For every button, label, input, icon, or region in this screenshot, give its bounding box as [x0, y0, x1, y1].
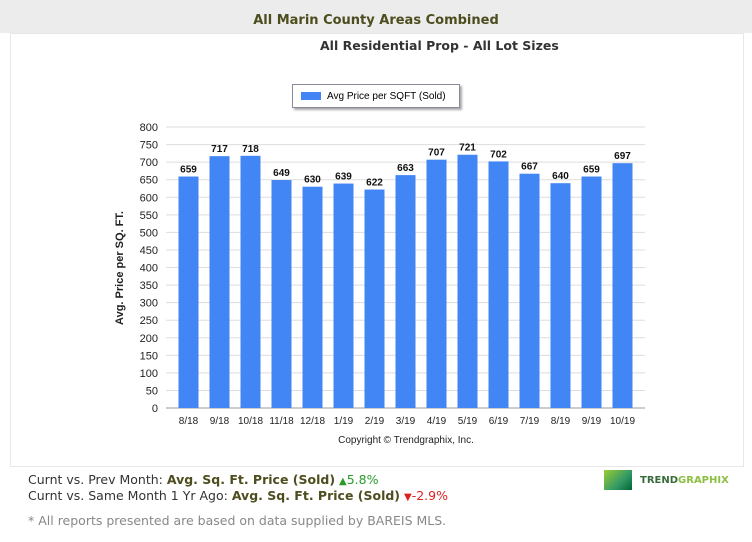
header-band — [0, 0, 752, 33]
y-tick-label: 150 — [140, 350, 158, 362]
bar — [612, 163, 633, 408]
stat-label: Curnt vs. Prev Month: — [28, 472, 163, 487]
y-tick-label: 300 — [140, 298, 158, 310]
bar — [240, 155, 261, 408]
data-label: 659 — [583, 165, 600, 176]
x-tick-label: 8/18 — [179, 416, 199, 427]
data-label: 649 — [273, 168, 290, 179]
down-arrow-icon: ▼ — [404, 492, 412, 503]
data-label: 721 — [459, 143, 476, 154]
data-label: 639 — [335, 172, 352, 183]
stat-value: -2.9% — [411, 488, 448, 503]
y-tick-label: 550 — [140, 210, 158, 222]
bar — [209, 156, 230, 408]
data-label: 640 — [552, 171, 569, 182]
stat-value: 5.8% — [346, 472, 379, 487]
y-tick-label: 0 — [152, 403, 158, 415]
stat-metric: Avg. Sq. Ft. Price (Sold) — [166, 472, 336, 487]
legend-swatch — [301, 92, 321, 100]
bar — [426, 159, 447, 408]
stat-row-prev-month: Curnt vs. Prev Month: Avg. Sq. Ft. Price… — [28, 472, 379, 487]
data-label: 697 — [614, 151, 631, 162]
bar — [581, 176, 602, 408]
x-tick-label: 9/19 — [582, 416, 602, 427]
bar — [395, 175, 416, 408]
stat-metric: Avg. Sq. Ft. Price (Sold) — [231, 488, 401, 503]
trendgraphix-logo: TREND GRAPHIX — [604, 470, 729, 490]
x-tick-label: 3/19 — [396, 416, 416, 427]
logo-chart-icon — [604, 470, 632, 490]
data-label: 702 — [490, 149, 507, 160]
y-tick-label: 600 — [140, 192, 158, 204]
y-tick-label: 700 — [140, 157, 158, 169]
page-title: All Marin County Areas Combined — [253, 13, 499, 28]
legend-label: Avg Price per SQFT (Sold) — [327, 90, 446, 102]
data-label: 622 — [366, 178, 383, 189]
y-tick-label: 750 — [140, 140, 158, 152]
bar — [178, 176, 199, 408]
data-label: 717 — [211, 144, 228, 155]
bar — [488, 161, 509, 408]
data-label: 630 — [304, 175, 321, 186]
data-label: 718 — [242, 144, 259, 155]
x-tick-label: 2/19 — [365, 416, 385, 427]
bar — [519, 173, 540, 408]
y-tick-label: 100 — [140, 368, 158, 380]
bar — [271, 180, 292, 408]
x-tick-label: 6/19 — [489, 416, 509, 427]
footnote: * All reports presented are based on dat… — [28, 513, 447, 528]
x-tick-label: 7/19 — [520, 416, 540, 427]
stat-row-year-ago: Curnt vs. Same Month 1 Yr Ago: Avg. Sq. … — [28, 488, 448, 503]
chart-credit: Copyright © Trendgraphix, Inc. — [338, 435, 474, 446]
x-tick-label: 1/19 — [334, 416, 354, 427]
data-label: 663 — [397, 163, 414, 174]
bar — [457, 154, 478, 408]
bar — [302, 186, 323, 408]
y-tick-label: 650 — [140, 175, 158, 187]
x-tick-label: 10/19 — [610, 416, 635, 427]
logo-text: TREND — [640, 474, 679, 486]
x-tick-label: 4/19 — [427, 416, 447, 427]
up-arrow-icon: ▲ — [339, 476, 347, 487]
y-tick-label: 400 — [140, 263, 158, 275]
y-tick-label: 250 — [140, 315, 158, 327]
y-tick-label: 800 — [140, 122, 158, 134]
y-tick-label: 500 — [140, 227, 158, 239]
stat-label: Curnt vs. Same Month 1 Yr Ago: — [28, 488, 228, 503]
bar — [333, 183, 354, 408]
logo-text: GRAPHIX — [678, 474, 729, 486]
data-label: 659 — [180, 165, 197, 176]
x-tick-label: 12/18 — [300, 416, 325, 427]
x-tick-label: 9/18 — [210, 416, 230, 427]
chart-legend: Avg Price per SQFT (Sold) — [292, 84, 460, 108]
y-tick-label: 450 — [140, 245, 158, 257]
bar — [364, 189, 385, 408]
x-tick-label: 11/18 — [269, 416, 294, 427]
x-tick-label: 5/19 — [458, 416, 478, 427]
y-tick-label: 350 — [140, 280, 158, 292]
x-tick-label: 8/19 — [551, 416, 571, 427]
x-tick-label: 10/18 — [238, 416, 263, 427]
data-label: 707 — [428, 148, 445, 159]
y-tick-label: 50 — [146, 385, 158, 397]
y-axis-title: Avg. Price per SQ. FT. — [114, 211, 126, 325]
bar — [550, 183, 571, 408]
chart-title: All Residential Prop - All Lot Sizes — [320, 38, 559, 53]
data-label: 667 — [521, 162, 538, 173]
bar-chart: 0 50 100 150 200 250 300 350 400 450 500 550 600 650 7… — [114, 122, 645, 446]
y-tick-label: 200 — [140, 333, 158, 345]
